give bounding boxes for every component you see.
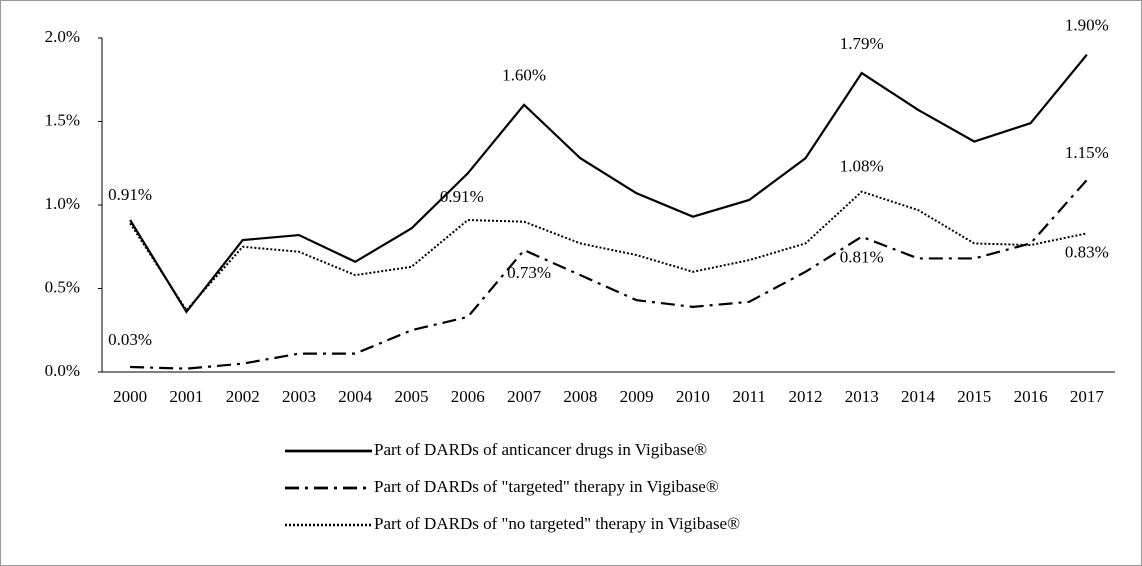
x-tick-label: 2006 [451, 387, 485, 406]
x-tick-label: 2005 [395, 387, 429, 406]
x-tick-label: 2016 [1014, 387, 1048, 406]
x-tick-label: 2013 [845, 387, 879, 406]
data-label: 0.73% [507, 263, 551, 282]
x-tick-label: 2002 [226, 387, 260, 406]
data-label: 1.79% [840, 34, 884, 53]
data-label: 0.91% [440, 187, 484, 206]
x-tick-label: 2010 [676, 387, 710, 406]
data-label: 0.81% [840, 248, 884, 267]
y-tick-label: 1.5% [45, 110, 80, 129]
legend-label: Part of DARDs of "no targeted" therapy i… [374, 514, 740, 533]
x-tick-label: 2012 [788, 387, 822, 406]
y-tick-label: 0.5% [45, 277, 80, 296]
x-tick-label: 2014 [901, 387, 936, 406]
x-tick-label: 2015 [957, 387, 991, 406]
series-line [129, 54, 1088, 314]
x-tick-label: 2004 [338, 387, 373, 406]
x-tick-label: 2008 [563, 387, 597, 406]
x-tick-label: 2007 [507, 387, 542, 406]
y-tick-label: 2.0% [45, 27, 80, 46]
x-tick-label: 2001 [169, 387, 203, 406]
y-tick-label: 1.0% [45, 194, 80, 213]
legend-label: Part of DARDs of anticancer drugs in Vig… [374, 440, 707, 459]
data-label: 1.15% [1065, 143, 1109, 162]
y-tick-label: 0.0% [45, 361, 80, 380]
x-tick-label: 2003 [282, 387, 316, 406]
data-label: 1.90% [1065, 16, 1109, 35]
x-tick-label: 2011 [733, 387, 766, 406]
legend-label: Part of DARDs of "targeted" therapy in V… [374, 477, 719, 496]
data-label: 1.60% [502, 66, 546, 85]
data-label: 1.08% [840, 157, 884, 176]
x-tick-label: 2017 [1070, 387, 1105, 406]
data-label: 0.03% [108, 330, 152, 349]
x-tick-label: 2000 [113, 387, 147, 406]
series-line [129, 190, 1088, 312]
x-tick-label: 2009 [620, 387, 654, 406]
data-label: 0.83% [1065, 242, 1109, 261]
series-line [130, 179, 1088, 370]
data-label: 0.91% [108, 185, 152, 204]
